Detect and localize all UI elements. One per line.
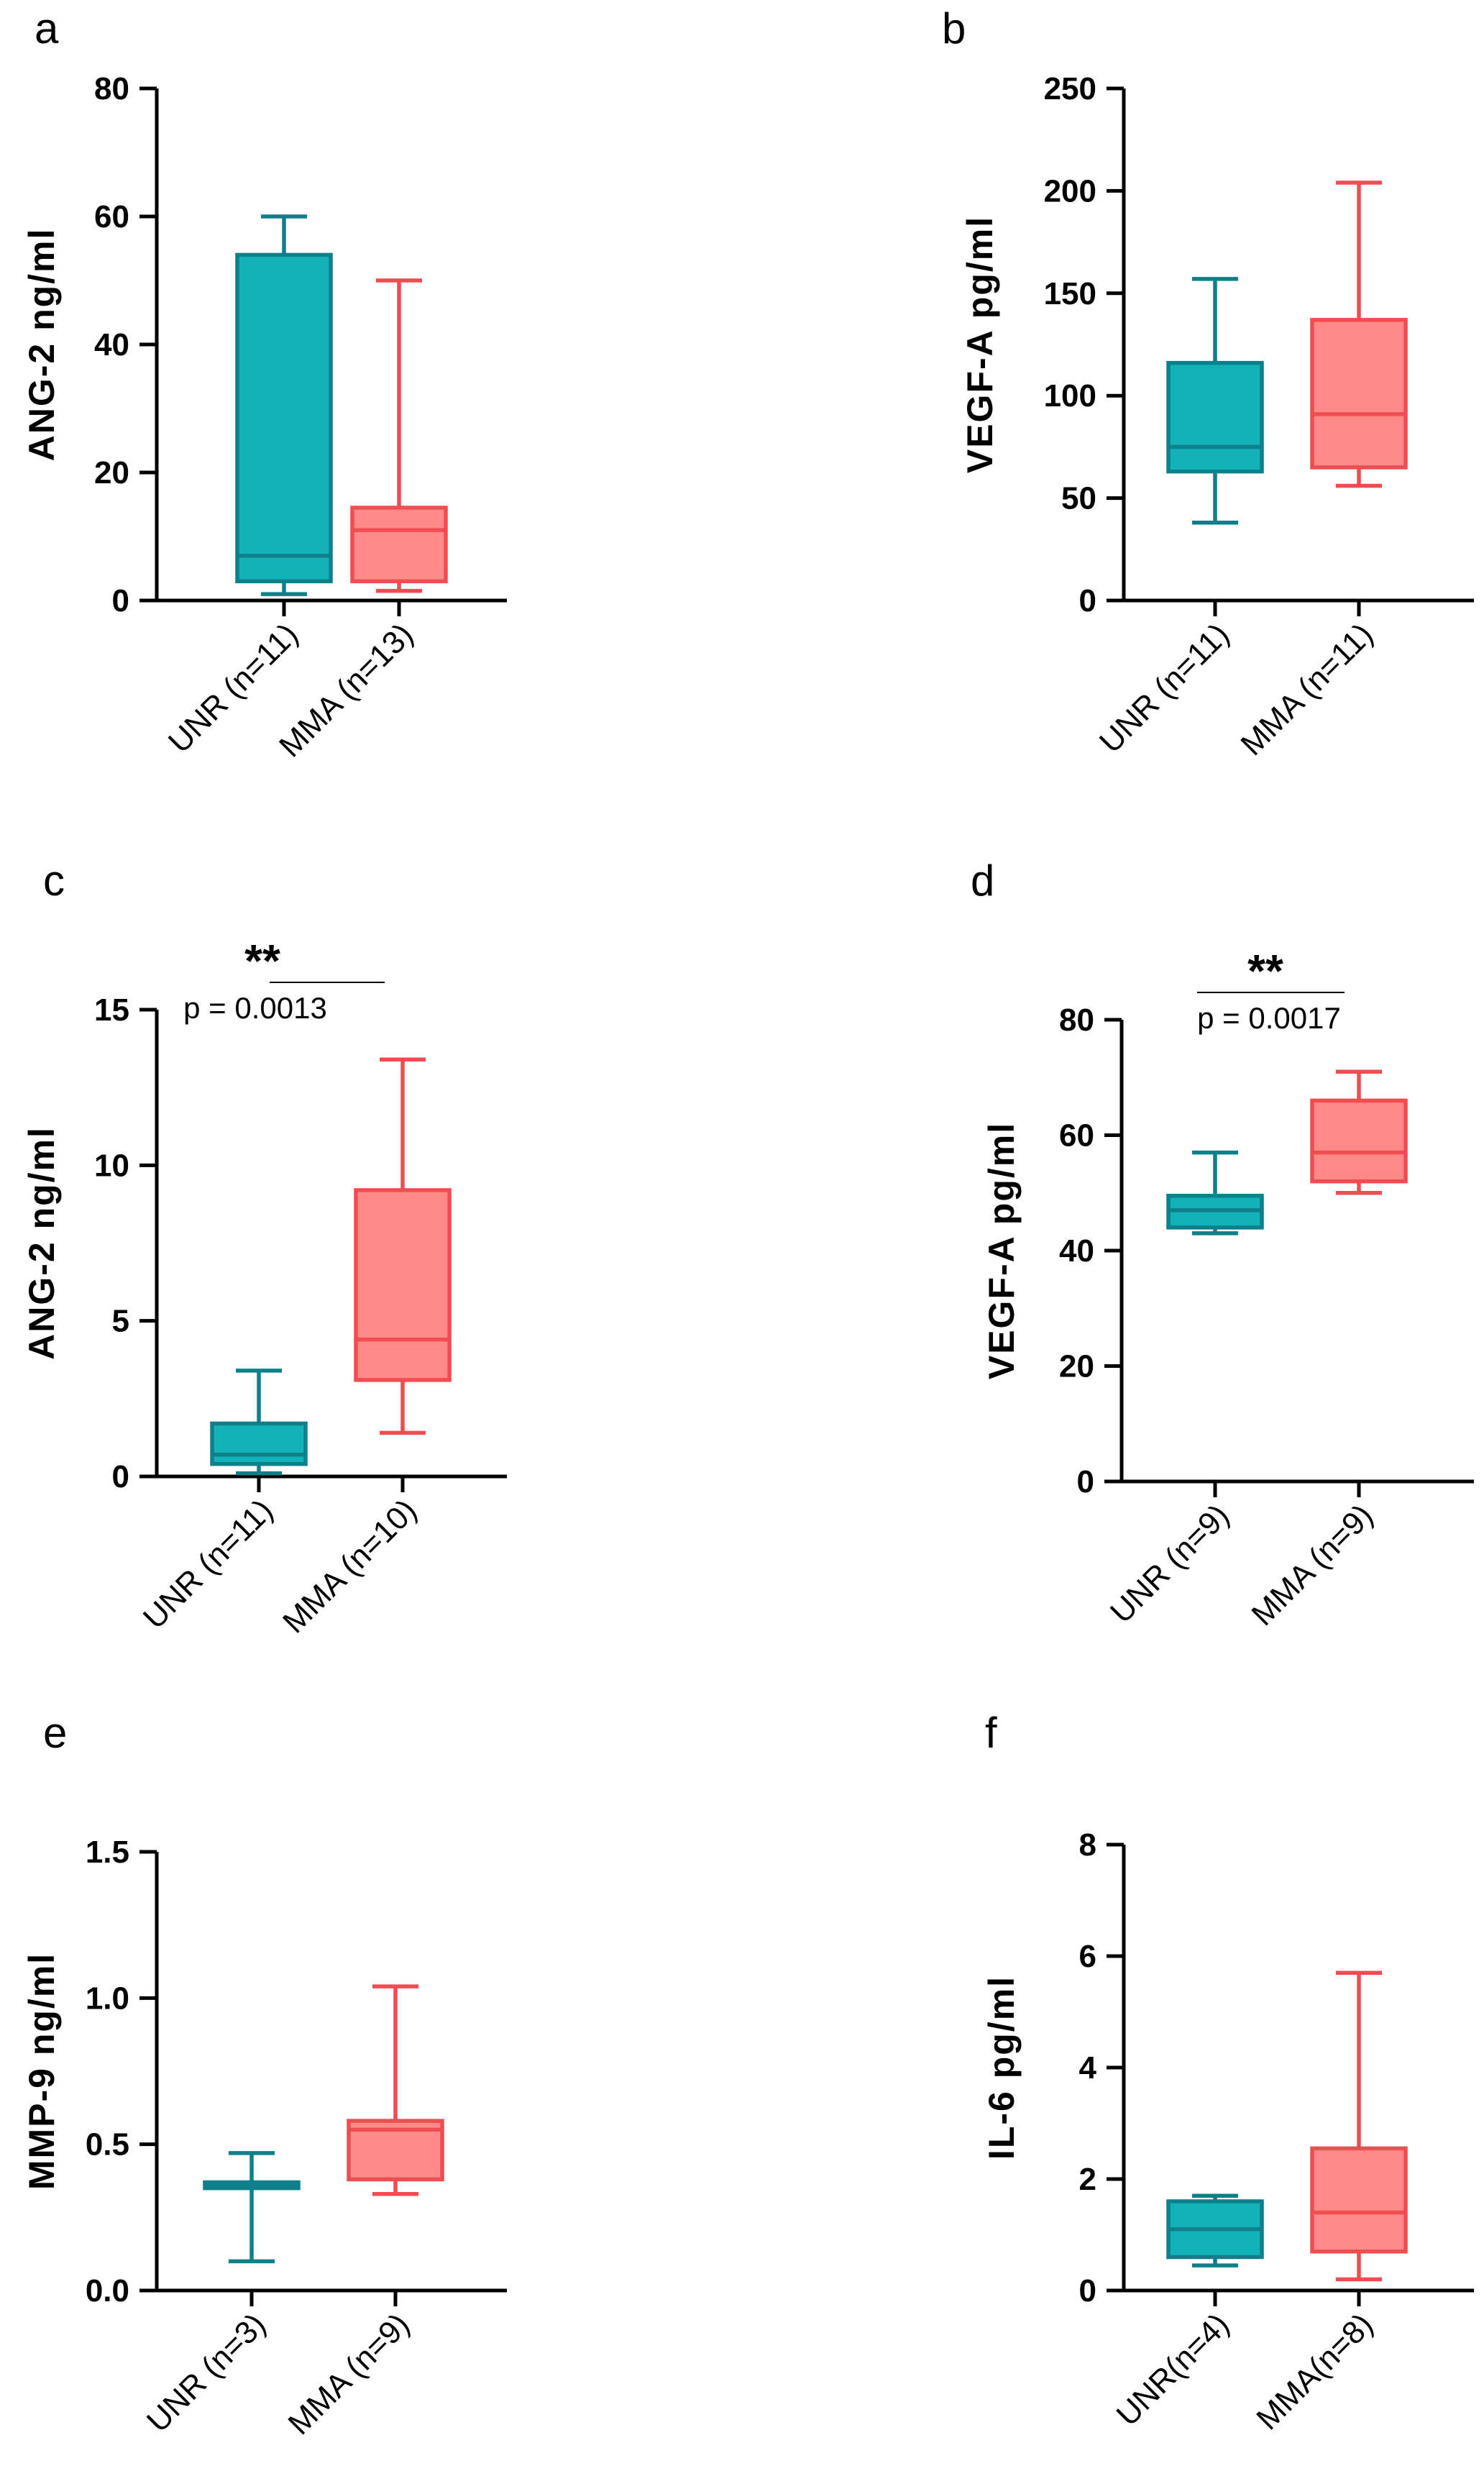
- box-mma: [354, 1057, 452, 1435]
- y-tick-label: 0: [1077, 1464, 1094, 1499]
- box-unr: [1166, 1150, 1264, 1236]
- box-unr: [1166, 2193, 1264, 2267]
- x-category-label: UNR (n=3): [140, 2306, 272, 2439]
- panel-f: f 0 2 4 6 8 IL-6 pg/ml UNR(n=4) MMA(n=8): [981, 1709, 1474, 2437]
- iqr-box: [354, 1188, 452, 1382]
- y-tick-label: 0.5: [86, 2127, 129, 2163]
- y-tick-label: 1.5: [86, 1835, 129, 1870]
- y-tick-label: 10: [94, 1148, 129, 1183]
- y-axis-title: ANG-2 ng/ml: [22, 228, 62, 462]
- iqr-box: [1310, 1098, 1408, 1184]
- p-value: p = 0.0017: [1197, 1001, 1341, 1035]
- y-tick-label: 0.0: [86, 2273, 129, 2308]
- y-axis-title: VEGF-A pg/ml: [981, 1122, 1022, 1379]
- x-category-label: UNR (n=11): [137, 1492, 280, 1635]
- panel-letter: e: [43, 1709, 67, 1757]
- iqr-box: [210, 1421, 308, 1466]
- y-tick-label: 150: [1044, 276, 1096, 311]
- y-tick-label: 20: [1059, 1349, 1094, 1384]
- panel-letter: f: [985, 1709, 997, 1757]
- y-axis-title: IL-6 pg/ml: [981, 1976, 1022, 2160]
- y-tick-label: 2: [1079, 2162, 1096, 2197]
- box-mma: [1310, 1069, 1408, 1195]
- y-tick-label: 4: [1079, 2050, 1097, 2086]
- y-tick-label: 8: [1079, 1827, 1096, 1863]
- y-tick-label: 0: [112, 1459, 129, 1494]
- y-tick-label: 0: [1079, 583, 1096, 618]
- significance-stars: **: [244, 935, 280, 987]
- y-tick-label: 1.0: [86, 1981, 129, 2016]
- iqr-box: [235, 252, 333, 584]
- y-tick-label: 5: [112, 1304, 129, 1339]
- box-unr: [235, 214, 333, 596]
- y-tick-label: 60: [94, 199, 129, 234]
- y-tick-label: 20: [94, 455, 129, 490]
- box-mma: [347, 1984, 444, 2196]
- y-tick-label: 80: [94, 71, 129, 106]
- panel-letter: a: [35, 4, 59, 52]
- panel-c: c 0 5 10 15 ANG-2 ng/ml UNR (n=11)MMA (n=10) **…: [22, 857, 507, 1640]
- box-unr: [1166, 277, 1264, 525]
- box-mma: [350, 278, 448, 593]
- y-tick-label: 100: [1044, 378, 1096, 414]
- iqr-box: [1310, 318, 1408, 470]
- x-category-label: MMA (n=10): [276, 1492, 423, 1640]
- panel-letter: b: [942, 4, 966, 52]
- x-category-label: MMA (n=11): [1234, 616, 1380, 762]
- x-category-label: UNR(n=4): [1110, 2306, 1237, 2433]
- y-tick-label: 15: [94, 992, 129, 1028]
- y-tick-label: 200: [1044, 173, 1096, 209]
- y-tick-label: 40: [1059, 1233, 1094, 1269]
- panel-b: b 0 50 100 150 200 250 VEGF-A pg/ml UNR (n=11)MM…: [942, 4, 1474, 762]
- panel-letter: d: [971, 857, 994, 905]
- y-tick-label: 40: [94, 327, 129, 362]
- box-mma: [1310, 181, 1408, 488]
- significance-stars: **: [1247, 945, 1283, 997]
- box-unr: [203, 2151, 301, 2264]
- box-unr: [210, 1369, 308, 1476]
- box-mma: [1310, 1970, 1408, 2282]
- y-tick-label: 80: [1059, 1003, 1094, 1038]
- y-axis-title: ANG-2 ng/ml: [22, 1126, 62, 1360]
- p-value: p = 0.0013: [183, 991, 327, 1025]
- x-category-label: MMA (n=9): [1245, 1497, 1380, 1632]
- y-tick-label: 6: [1079, 1939, 1096, 1974]
- y-tick-label: 250: [1044, 71, 1096, 106]
- y-tick-label: 60: [1059, 1118, 1094, 1154]
- y-axis-title: VEGF-A pg/ml: [960, 216, 1000, 473]
- y-tick-label: 0: [1079, 2273, 1096, 2308]
- y-axis-title: MMP-9 ng/ml: [22, 1953, 62, 2190]
- iqr-box: [1310, 2146, 1408, 2254]
- y-tick-label: 0: [112, 583, 129, 618]
- x-category-label: MMA(n=8): [1250, 2306, 1380, 2437]
- x-category-label: UNR (n=9): [1104, 1497, 1236, 1630]
- panel-d: d 0 20 40 60 80 VEGF-A pg/ml UNR (n=9) MMA (n=9)…: [971, 857, 1474, 1632]
- panel-e: e 0.0 0.5 1.0 1.5 MMP-9 ng/ml UNR (n=3) MMA (n=…: [22, 1709, 507, 2442]
- y-tick-label: 50: [1061, 481, 1096, 516]
- x-category-label: UNR (n=11): [1093, 616, 1236, 759]
- panel-letter: c: [43, 857, 65, 905]
- iqr-box: [1166, 360, 1264, 474]
- iqr-box: [350, 506, 448, 584]
- x-category-label: MMA (n=9): [281, 2306, 416, 2442]
